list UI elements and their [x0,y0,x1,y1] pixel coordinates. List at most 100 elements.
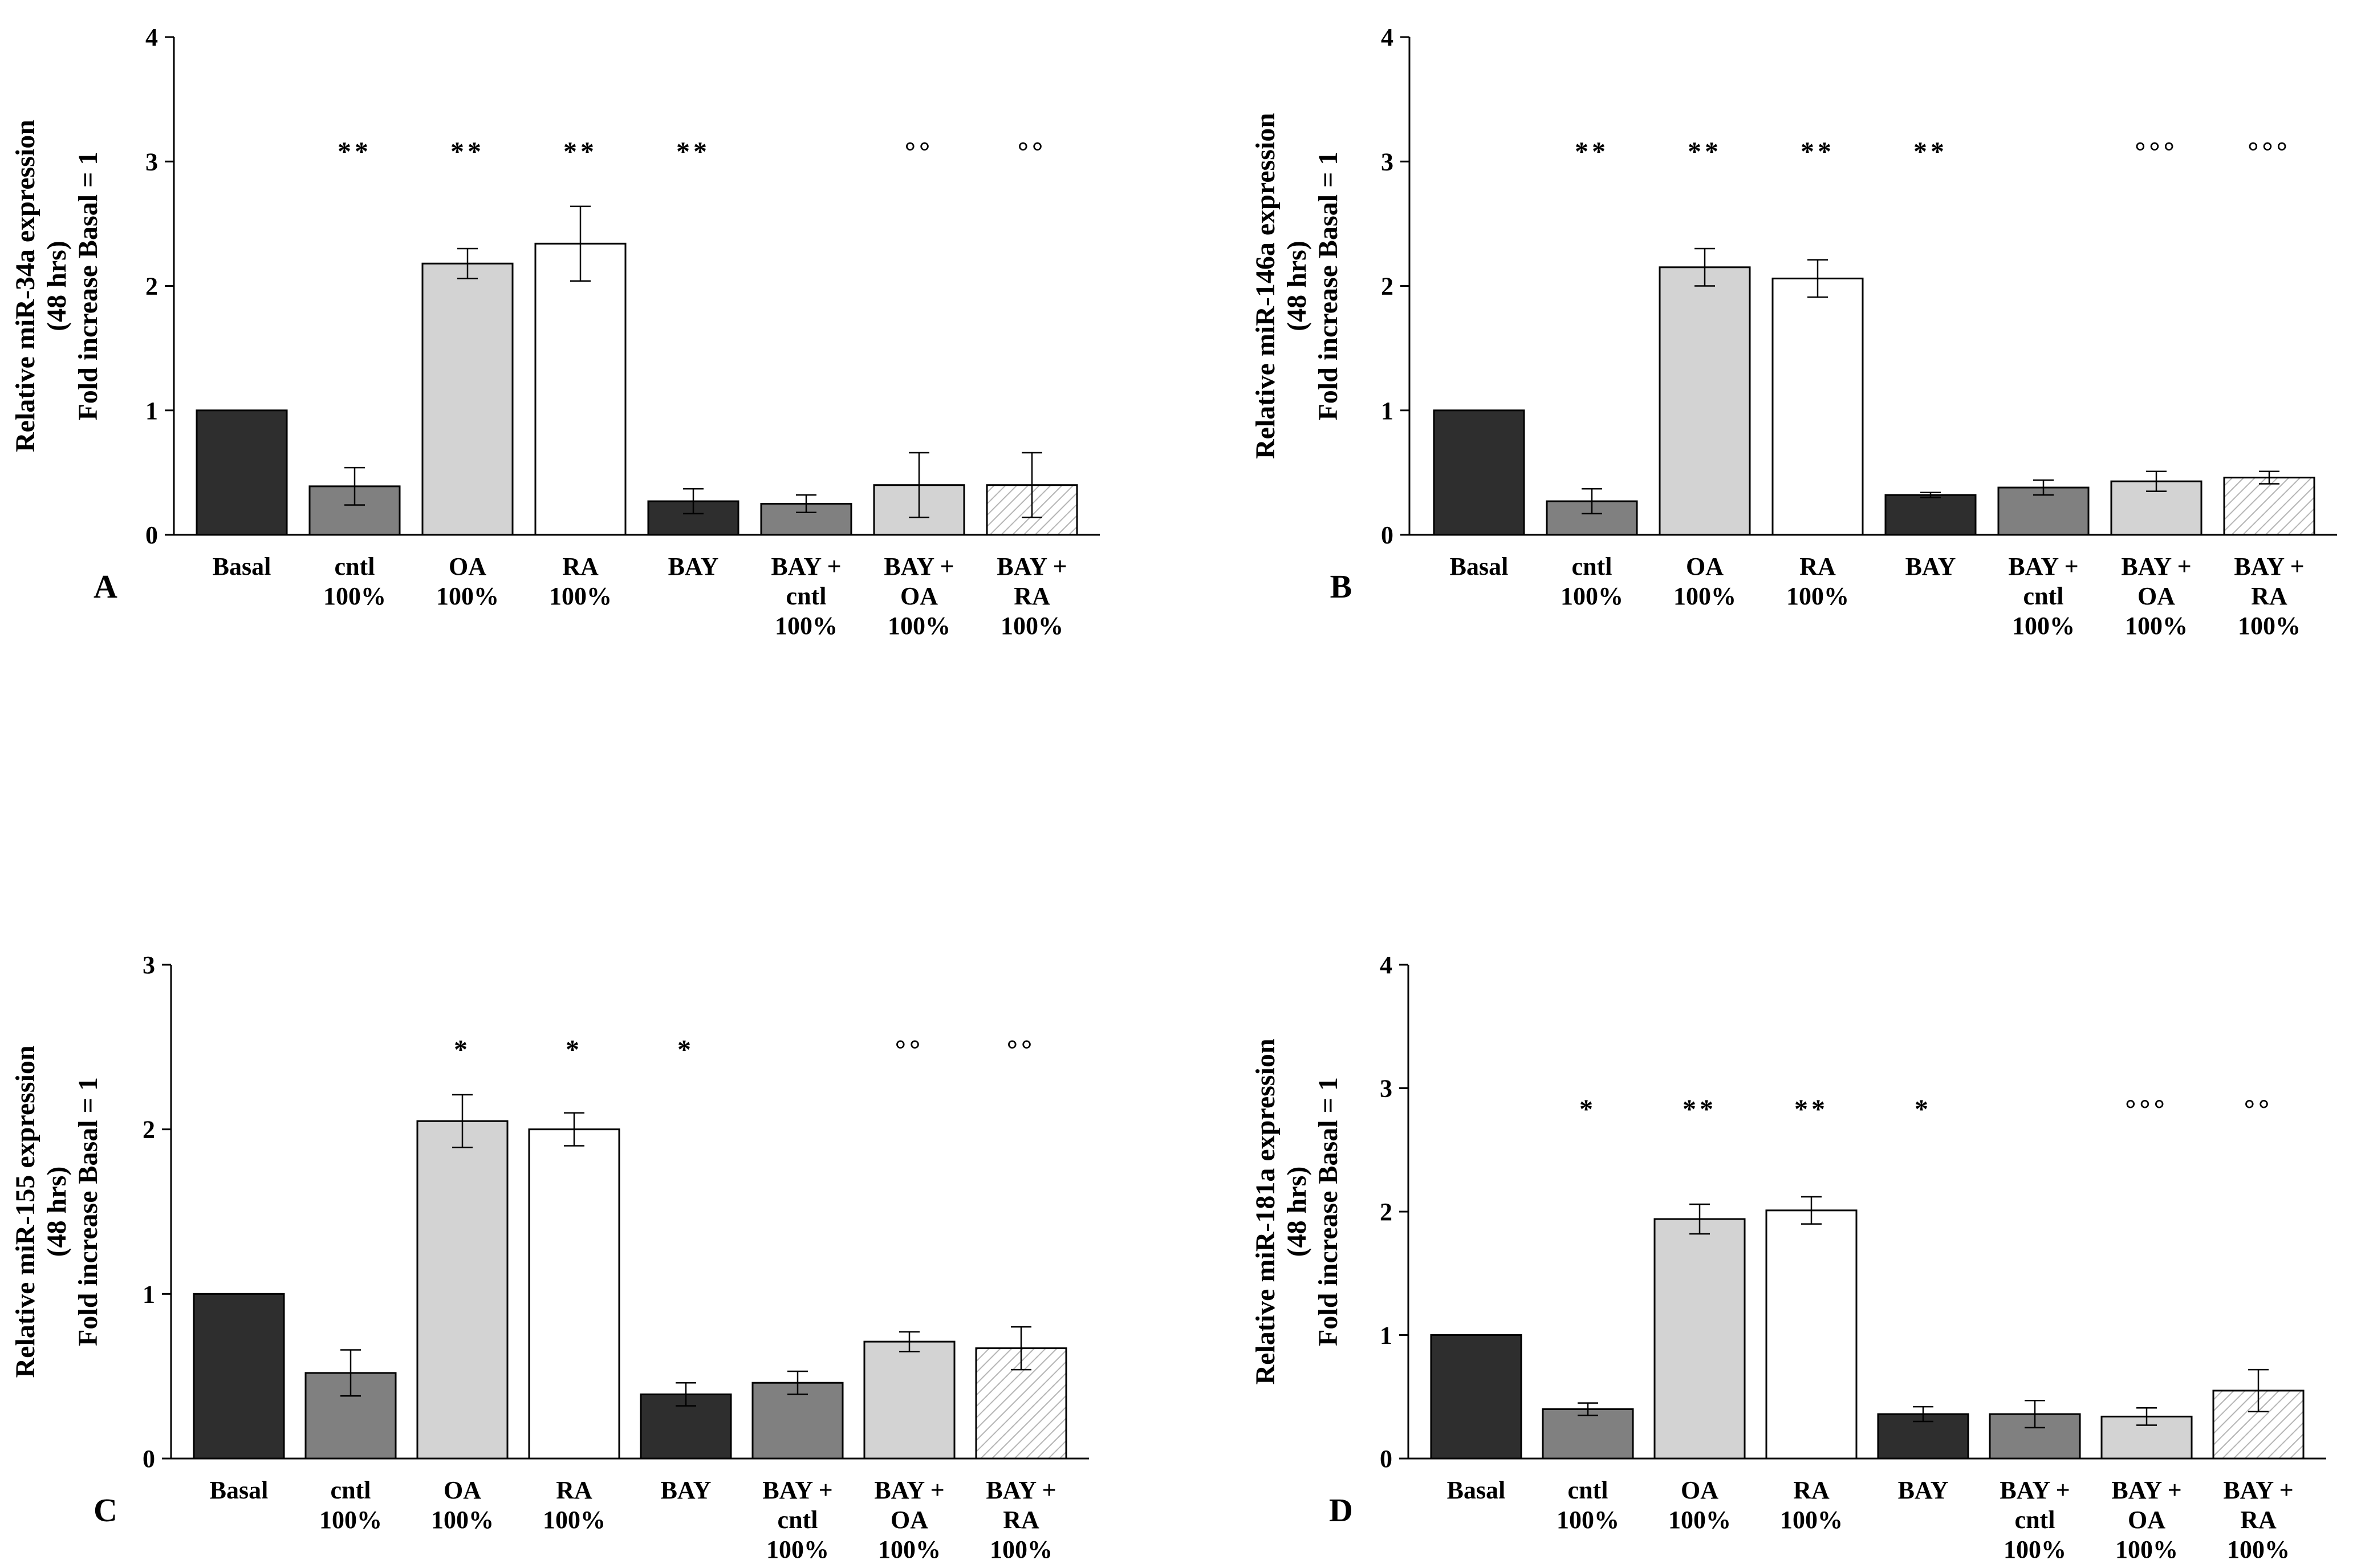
category-label: OA [891,1506,928,1534]
significance-marker: °° [1018,136,1046,166]
category-label: BAY + [2008,553,2078,580]
bar [1546,500,1638,536]
category-label: 100% [2004,1535,2066,1563]
category-label: RA [562,553,599,580]
significance-marker: * [454,1034,471,1065]
category-label: OA [2128,1506,2165,1534]
significance-marker: ** [1575,136,1609,166]
category-label: BAY + [986,1476,1056,1504]
significance-marker: °° [1007,1034,1035,1065]
y-axis-label-line: Relative miR-146a expression [1250,113,1281,459]
bar [1884,494,1977,536]
panel-label: B [1330,568,1352,605]
category-label: RA [1014,582,1050,610]
category-label: BAY [661,1476,712,1504]
bar [421,262,514,536]
bar [1765,1209,1858,1460]
category-label: 100% [1668,1506,1731,1534]
category-label: Basal [1447,1476,1506,1504]
category-label: 100% [2012,612,2075,640]
category-label: 100% [888,612,950,640]
bar [528,1128,620,1460]
significance-marker: °° [2244,1094,2273,1124]
category-label: cntl [335,553,375,580]
category-label: BAY + [771,553,841,580]
y-tick-label: 3 [145,148,158,176]
bar [863,1340,956,1460]
bar [534,242,627,536]
chart-panel-d: 0 1 2 3 4 Relative miR-181a expression (48 hrs… [1250,951,2326,1563]
y-axis-label-line: Relative miR-155 expression [10,1045,40,1378]
significance-marker: * [1915,1094,1932,1124]
chart-panel-a: 0 1 2 3 4 Relative miR-34a expression (48 hrs)… [10,23,1100,640]
y-tick-label: 2 [143,1116,155,1144]
category-label: RA [556,1476,592,1504]
category-label: BAY + [2000,1476,2070,1504]
significance-marker: ** [1801,136,1835,166]
significance-marker: ** [1683,1094,1717,1124]
chart-panel-b: 0 1 2 3 4 Relative miR-146a expression (48 hrs… [1250,23,2337,640]
category-label: 100% [878,1535,941,1563]
category-label: RA [1003,1506,1039,1534]
category-label: OA [1681,1476,1718,1504]
y-tick-label: 2 [145,273,158,300]
category-label: cntl [778,1506,818,1534]
y-tick-label: 3 [1380,1075,1392,1103]
y-axis-label-line: Fold increase Basal = 1 [1313,1077,1343,1346]
bar [1542,1408,1634,1460]
significance-marker: ** [676,136,710,166]
significance-marker: ** [1913,136,1948,166]
significance-marker: ** [563,136,598,166]
significance-marker: * [677,1034,694,1065]
bar [416,1120,509,1460]
y-tick-label: 1 [145,397,158,425]
significance-marker: °° [895,1034,924,1065]
category-label: 100% [775,612,838,640]
category-label: 100% [1673,582,1736,610]
category-label: Basal [1450,553,1509,580]
category-label: BAY + [762,1476,832,1504]
bar [1433,409,1525,536]
panel-label: C [94,1492,117,1529]
category-label: BAY + [997,553,1067,580]
category-label: 100% [1561,582,1623,610]
category-label: 100% [1786,582,1849,610]
category-label: 100% [990,1535,1053,1563]
category-label: cntl [1572,553,1612,580]
category-label: BAY + [874,1476,944,1504]
significance-marker: ** [450,136,485,166]
y-axis-label-line: (48 hrs) [42,1167,72,1257]
significance-marker: ** [1688,136,1722,166]
category-label: 100% [436,582,499,610]
category-label: OA [449,553,486,580]
bar [193,1293,285,1460]
category-label: OA [444,1476,481,1504]
y-axis-label-line: Relative miR-181a expression [1250,1038,1281,1384]
category-label: 100% [2115,1535,2178,1563]
category-label: BAY + [884,553,954,580]
y-tick-label: 2 [1381,273,1393,300]
category-label: 100% [1780,1506,1843,1534]
panel-label: D [1329,1492,1353,1529]
category-label: RA [2251,582,2287,610]
category-label: 100% [766,1535,829,1563]
category-label: BAY + [2121,553,2191,580]
bar [1659,266,1751,536]
category-label: BAY [1905,553,1956,580]
category-label: cntl [2023,582,2064,610]
y-tick-label: 0 [1380,1445,1392,1473]
y-axis-label-line: (48 hrs) [1282,241,1312,331]
category-label: Basal [213,553,271,580]
category-label: cntl [786,582,827,610]
category-label: cntl [1568,1476,1608,1504]
category-label: 100% [319,1506,382,1534]
category-label: 100% [1557,1506,1619,1534]
y-tick-label: 0 [1381,521,1393,549]
y-tick-label: 2 [1380,1198,1392,1226]
y-axis-label-line: Fold increase Basal = 1 [73,152,103,421]
category-label: cntl [2015,1506,2055,1534]
y-tick-label: 4 [1380,951,1392,979]
significance-marker: °° [905,136,933,166]
category-label: RA [1793,1476,1830,1504]
